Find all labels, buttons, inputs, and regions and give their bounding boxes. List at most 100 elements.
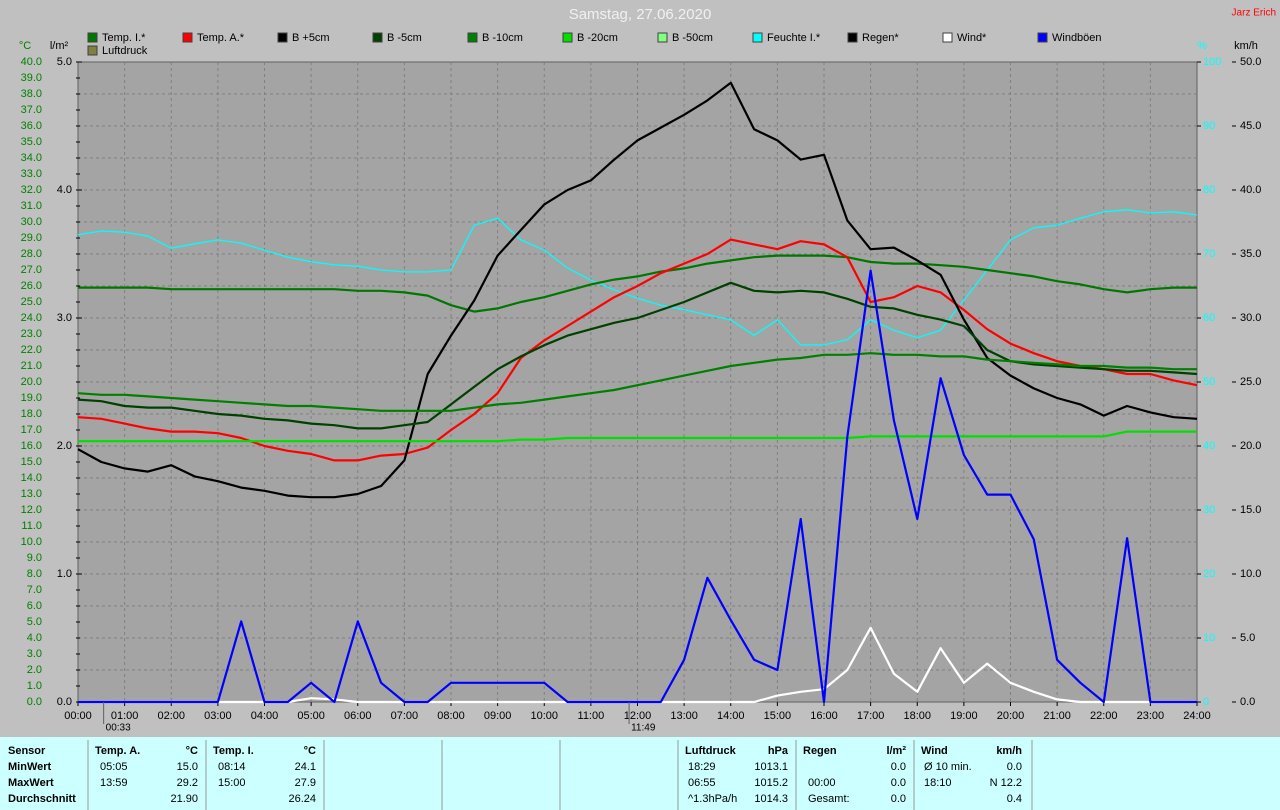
annotation-label: 11:49 <box>631 723 656 734</box>
y-tick-label: 11.0 <box>21 520 42 532</box>
y-tick-label: 15.0 <box>1240 504 1261 516</box>
summary-cell: 00:00 <box>808 777 836 789</box>
y-tick-label: 45.0 <box>1240 120 1261 132</box>
summary-separators <box>87 740 1033 810</box>
y-tick-label: 0.0 <box>57 696 72 708</box>
summary-cell: 26.24 <box>288 793 316 805</box>
y-tick-label: 4.0 <box>57 184 72 196</box>
y-tick-label: 25.0 <box>21 296 42 308</box>
x-tick-label: 15:00 <box>764 710 792 722</box>
y-tick-label: 35.0 <box>21 136 42 148</box>
series-line <box>77 238 1198 462</box>
y-tick-label: 9.0 <box>27 552 42 564</box>
legend-swatch <box>87 45 98 56</box>
legend-label: Windböen <box>1052 32 1102 44</box>
legend-label: Wind* <box>957 32 987 44</box>
legend-swatch <box>87 32 98 43</box>
y-tick-label: 20 <box>1203 568 1215 580</box>
y-tick-label: 12.0 <box>21 504 42 516</box>
summary-header: hPa <box>768 745 789 757</box>
summary-cell: 24.1 <box>295 761 316 773</box>
summary-header: l/m² <box>886 745 906 757</box>
series-line <box>77 352 1197 412</box>
summary-row-label: MinWert <box>8 761 52 773</box>
y-tick-label: 22.0 <box>21 344 42 356</box>
legend-swatch <box>847 32 858 43</box>
y-tick-label: 3.0 <box>57 312 72 324</box>
y-tick-label: 1.0 <box>57 568 72 580</box>
y-tick-label: 23.0 <box>21 328 42 340</box>
summary-cell: 27.9 <box>295 777 316 789</box>
summary-cell: 1015.2 <box>754 777 788 789</box>
y-tick-label: 40 <box>1203 440 1215 452</box>
y-tick-label: 6.0 <box>27 600 42 612</box>
legend-swatch <box>942 32 953 43</box>
legend-label: B -50cm <box>672 32 713 44</box>
summary-cell: 0.0 <box>891 761 906 773</box>
x-tick-label: 11:00 <box>578 710 605 722</box>
x-tick-label: 16:00 <box>810 710 838 722</box>
y-tick-label: 24.0 <box>21 312 42 324</box>
summary-cell: ^1.3hPa/h <box>688 793 737 805</box>
x-tick-label: 24:00 <box>1183 710 1211 722</box>
y-tick-label: 13.0 <box>21 488 42 500</box>
x-tick-label: 03:00 <box>204 710 232 722</box>
summary-cell: 0.4 <box>1007 793 1022 805</box>
legend-swatch <box>372 32 383 43</box>
y-tick-label: 30 <box>1203 504 1215 516</box>
x-tick-label: 12:00 <box>624 710 652 722</box>
y3-axis-label: % <box>1197 40 1207 52</box>
x-tick-label: 04:00 <box>251 710 279 722</box>
x-tick-label: 19:00 <box>950 710 978 722</box>
series-line <box>78 269 1197 704</box>
legend-swatch <box>752 32 763 43</box>
y2-axis-label: l/m² <box>50 40 69 52</box>
y-tick-label: 35.0 <box>1240 248 1261 260</box>
y-tick-label: 80 <box>1203 184 1215 196</box>
legend-swatch <box>562 32 573 43</box>
summary-cell: 1013.1 <box>754 761 788 773</box>
y-tick-label: 34.0 <box>21 152 42 164</box>
legend-label: Temp. A.* <box>197 32 245 44</box>
summary-cell: 0.0 <box>1007 761 1022 773</box>
y-tick-label: 90 <box>1203 120 1215 132</box>
y-tick-label: 2.0 <box>27 664 42 676</box>
y-tick-label: 10 <box>1203 632 1215 644</box>
summary-cell: 18:10 <box>924 777 952 789</box>
y-tick-label: 37.0 <box>21 104 42 116</box>
series-line <box>77 81 1198 499</box>
y-tick-label: 40.0 <box>21 56 42 68</box>
y-tick-label: 0.0 <box>27 696 42 708</box>
summary-cell: 13:59 <box>100 777 128 789</box>
y-tick-label: 20.0 <box>21 376 42 388</box>
legend-label: Regen* <box>862 32 899 44</box>
y4-axis-label: km/h <box>1234 40 1258 52</box>
summary-cell: 0.0 <box>891 777 906 789</box>
summary-header: Wind <box>921 745 948 757</box>
y-tick-label: 70 <box>1203 248 1215 260</box>
x-tick-label: 23:00 <box>1137 710 1165 722</box>
y-tick-label: 4.0 <box>27 632 42 644</box>
summary-header: °C <box>304 745 316 757</box>
y-tick-label: 0.0 <box>1240 696 1255 708</box>
y-tick-label: 3.0 <box>27 648 42 660</box>
x-tick-label: 18:00 <box>903 710 931 722</box>
y-tick-label: 10.0 <box>21 536 42 548</box>
summary-header: Temp. A. <box>95 745 140 757</box>
summary-row-label: Durchschnitt <box>8 793 76 805</box>
x-tick-label: 22:00 <box>1090 710 1118 722</box>
summary-header: Sensor <box>8 745 46 757</box>
x-tick-label: 00:00 <box>64 710 92 722</box>
y-tick-label: 27.0 <box>21 264 42 276</box>
y-tick-label: 100 <box>1203 56 1221 68</box>
y-tick-label: 40.0 <box>1240 184 1261 196</box>
y-tick-label: 14.0 <box>21 472 42 484</box>
y-tick-label: 38.0 <box>21 88 42 100</box>
summary-row-label: MaxWert <box>8 777 54 789</box>
legend-label: Feuchte I.* <box>767 32 821 44</box>
y-tick-label: 8.0 <box>27 568 42 580</box>
legend-swatch <box>657 32 668 43</box>
series-line <box>78 254 1197 313</box>
y-tick-label: 5.0 <box>27 616 42 628</box>
